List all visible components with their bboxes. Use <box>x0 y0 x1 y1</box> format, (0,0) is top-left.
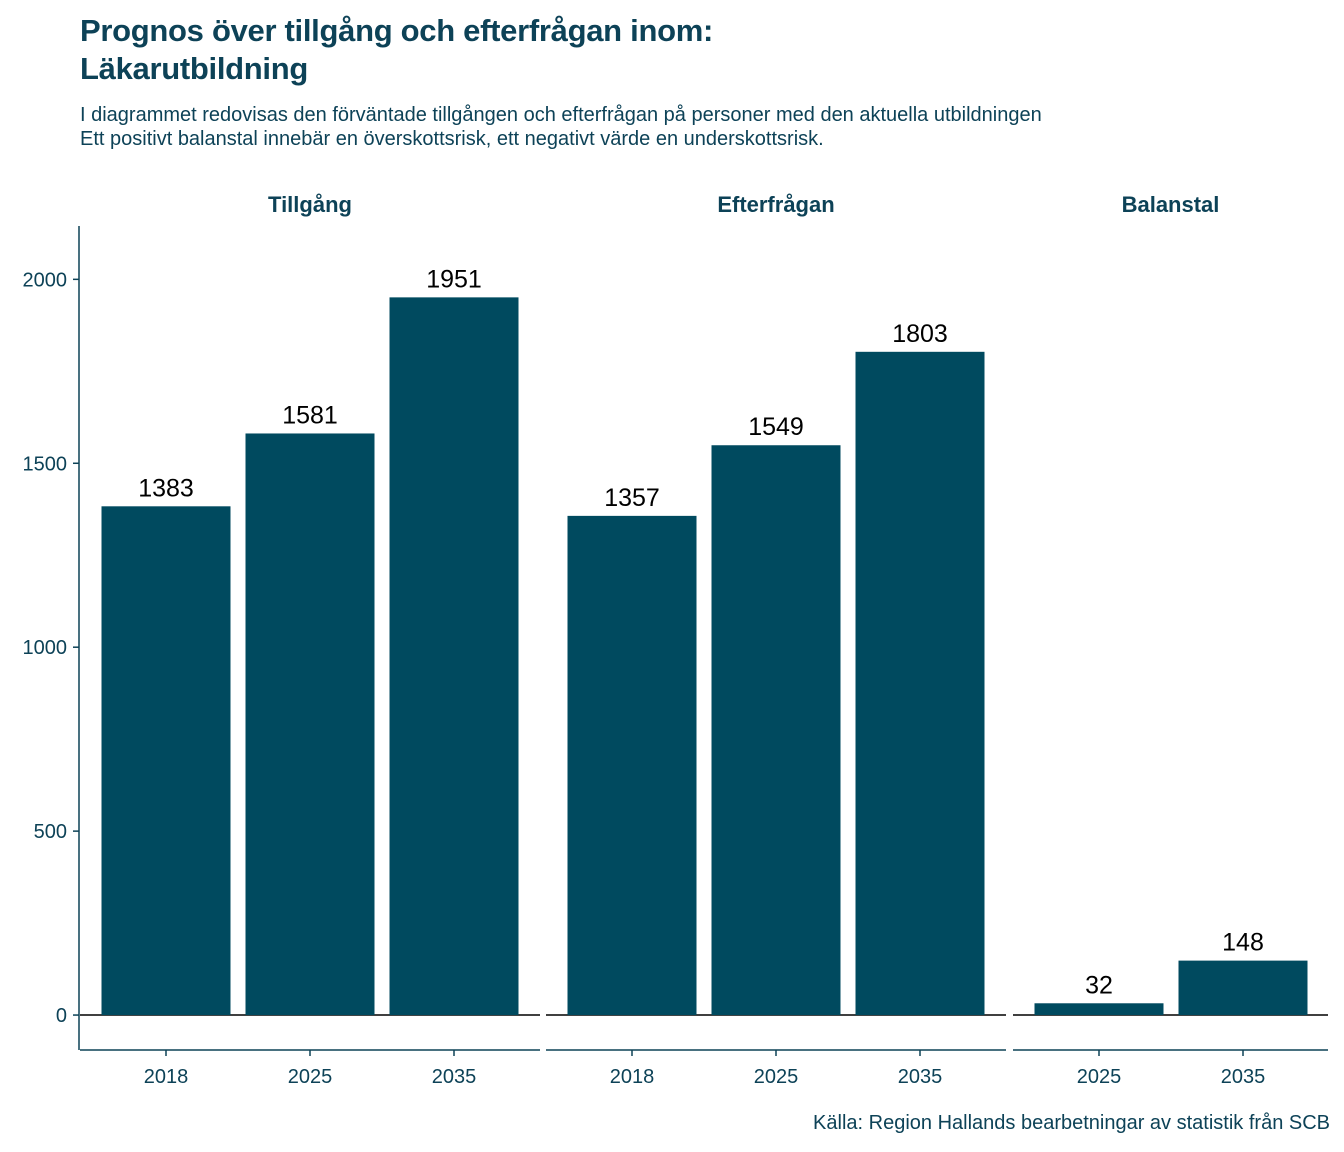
data-label: 1383 <box>138 474 194 502</box>
chart-subtitle-line-2: Ett positivt balanstal innebär en översk… <box>80 128 824 150</box>
chart-subtitle: I diagrammet redovisas den förväntade ti… <box>80 103 1042 151</box>
facet-label: Balanstal <box>1122 192 1220 217</box>
chart-title: Prognos över tillgång och efterfrågan in… <box>80 12 713 88</box>
y-tick-label: 500 <box>34 821 67 843</box>
y-tick-label: 2000 <box>23 269 68 291</box>
x-tick-label: 2035 <box>432 1066 477 1088</box>
x-tick-label: 2035 <box>1221 1066 1266 1088</box>
bar <box>711 445 841 1016</box>
bar <box>1034 1003 1164 1016</box>
x-tick-label: 2025 <box>288 1066 333 1088</box>
chart-title-line-2: Läkarutbildning <box>80 51 309 86</box>
y-tick-label: 1500 <box>23 453 68 475</box>
bar <box>245 433 375 1016</box>
bar <box>101 506 231 1016</box>
facet-panel-2: Balanstal 32 2025 148 2035 <box>1013 192 1328 1088</box>
bar <box>1178 960 1308 1016</box>
data-label: 148 <box>1222 929 1264 957</box>
x-tick-label: 2025 <box>1077 1066 1122 1088</box>
x-tick-label: 2018 <box>144 1066 189 1088</box>
facet-label: Efterfrågan <box>717 192 834 217</box>
data-label: 1581 <box>282 401 338 429</box>
data-label: 1549 <box>748 413 804 441</box>
y-tick-label: 1000 <box>23 637 68 659</box>
bar <box>389 297 519 1016</box>
facet-label: Tillgång <box>268 192 352 217</box>
chart-subtitle-line-1: I diagrammet redovisas den förväntade ti… <box>80 104 1042 126</box>
data-label: 32 <box>1085 971 1113 999</box>
bar <box>855 351 985 1016</box>
bar <box>567 515 697 1016</box>
x-tick-label: 2018 <box>610 1066 655 1088</box>
x-tick-label: 2035 <box>898 1066 943 1088</box>
facet-panel-0: Tillgång 1383 2018 1581 2025 1951 2035 <box>80 192 540 1088</box>
source-caption: Källa: Region Hallands bearbetningar av … <box>813 1112 1330 1134</box>
data-label: 1951 <box>426 265 482 293</box>
y-tick-label: 0 <box>56 1005 67 1027</box>
facet-panel-1: Efterfrågan 1357 2018 1549 2025 1803 2035 <box>546 192 1006 1088</box>
x-tick-label: 2025 <box>754 1066 799 1088</box>
data-label: 1357 <box>604 484 660 512</box>
data-label: 1803 <box>892 320 948 348</box>
chart-title-line-1: Prognos över tillgång och efterfrågan in… <box>80 13 713 48</box>
